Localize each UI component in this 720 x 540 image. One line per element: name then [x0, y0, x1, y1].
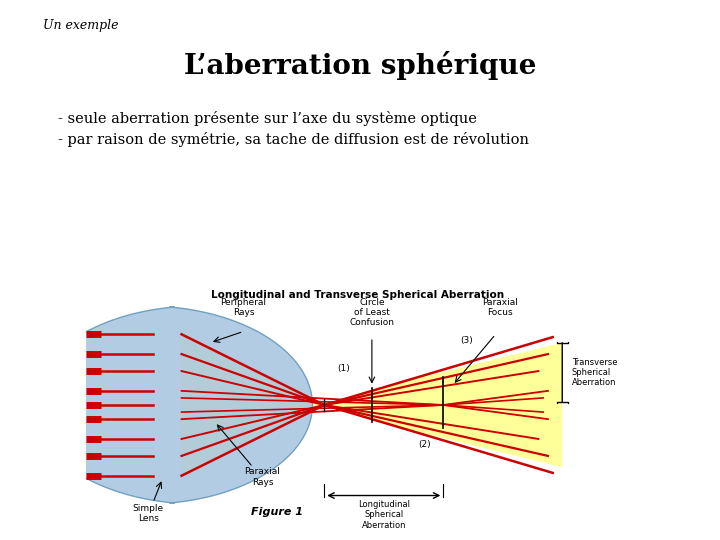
Text: Peripheral
Rays: Peripheral Rays: [220, 298, 266, 317]
Text: Paraxial
Rays: Paraxial Rays: [245, 467, 280, 487]
Polygon shape: [32, 307, 312, 503]
Text: Un exemple: Un exemple: [43, 19, 119, 32]
Text: - seule aberration présente sur l’axe du système optique: - seule aberration présente sur l’axe du…: [58, 111, 477, 126]
Polygon shape: [181, 334, 562, 476]
Text: Paraxial
Focus: Paraxial Focus: [482, 298, 518, 317]
Text: (2): (2): [418, 441, 431, 449]
Text: Transverse
Spherical
Aberration: Transverse Spherical Aberration: [572, 357, 617, 387]
Text: Longitudinal
Spherical
Aberration: Longitudinal Spherical Aberration: [358, 500, 410, 530]
Text: L’aberration sphérique: L’aberration sphérique: [184, 51, 536, 80]
Text: - par raison de symétrie, sa tache de diffusion est de révolution: - par raison de symétrie, sa tache de di…: [58, 132, 528, 147]
Text: Figure 1: Figure 1: [251, 507, 302, 517]
Text: Circle
of Least
Confusion: Circle of Least Confusion: [349, 298, 395, 327]
Text: Simple
Lens: Simple Lens: [132, 504, 164, 523]
Text: (3): (3): [461, 336, 474, 345]
Text: Longitudinal and Transverse Spherical Aberration: Longitudinal and Transverse Spherical Ab…: [211, 291, 504, 300]
Text: (1): (1): [337, 364, 350, 373]
